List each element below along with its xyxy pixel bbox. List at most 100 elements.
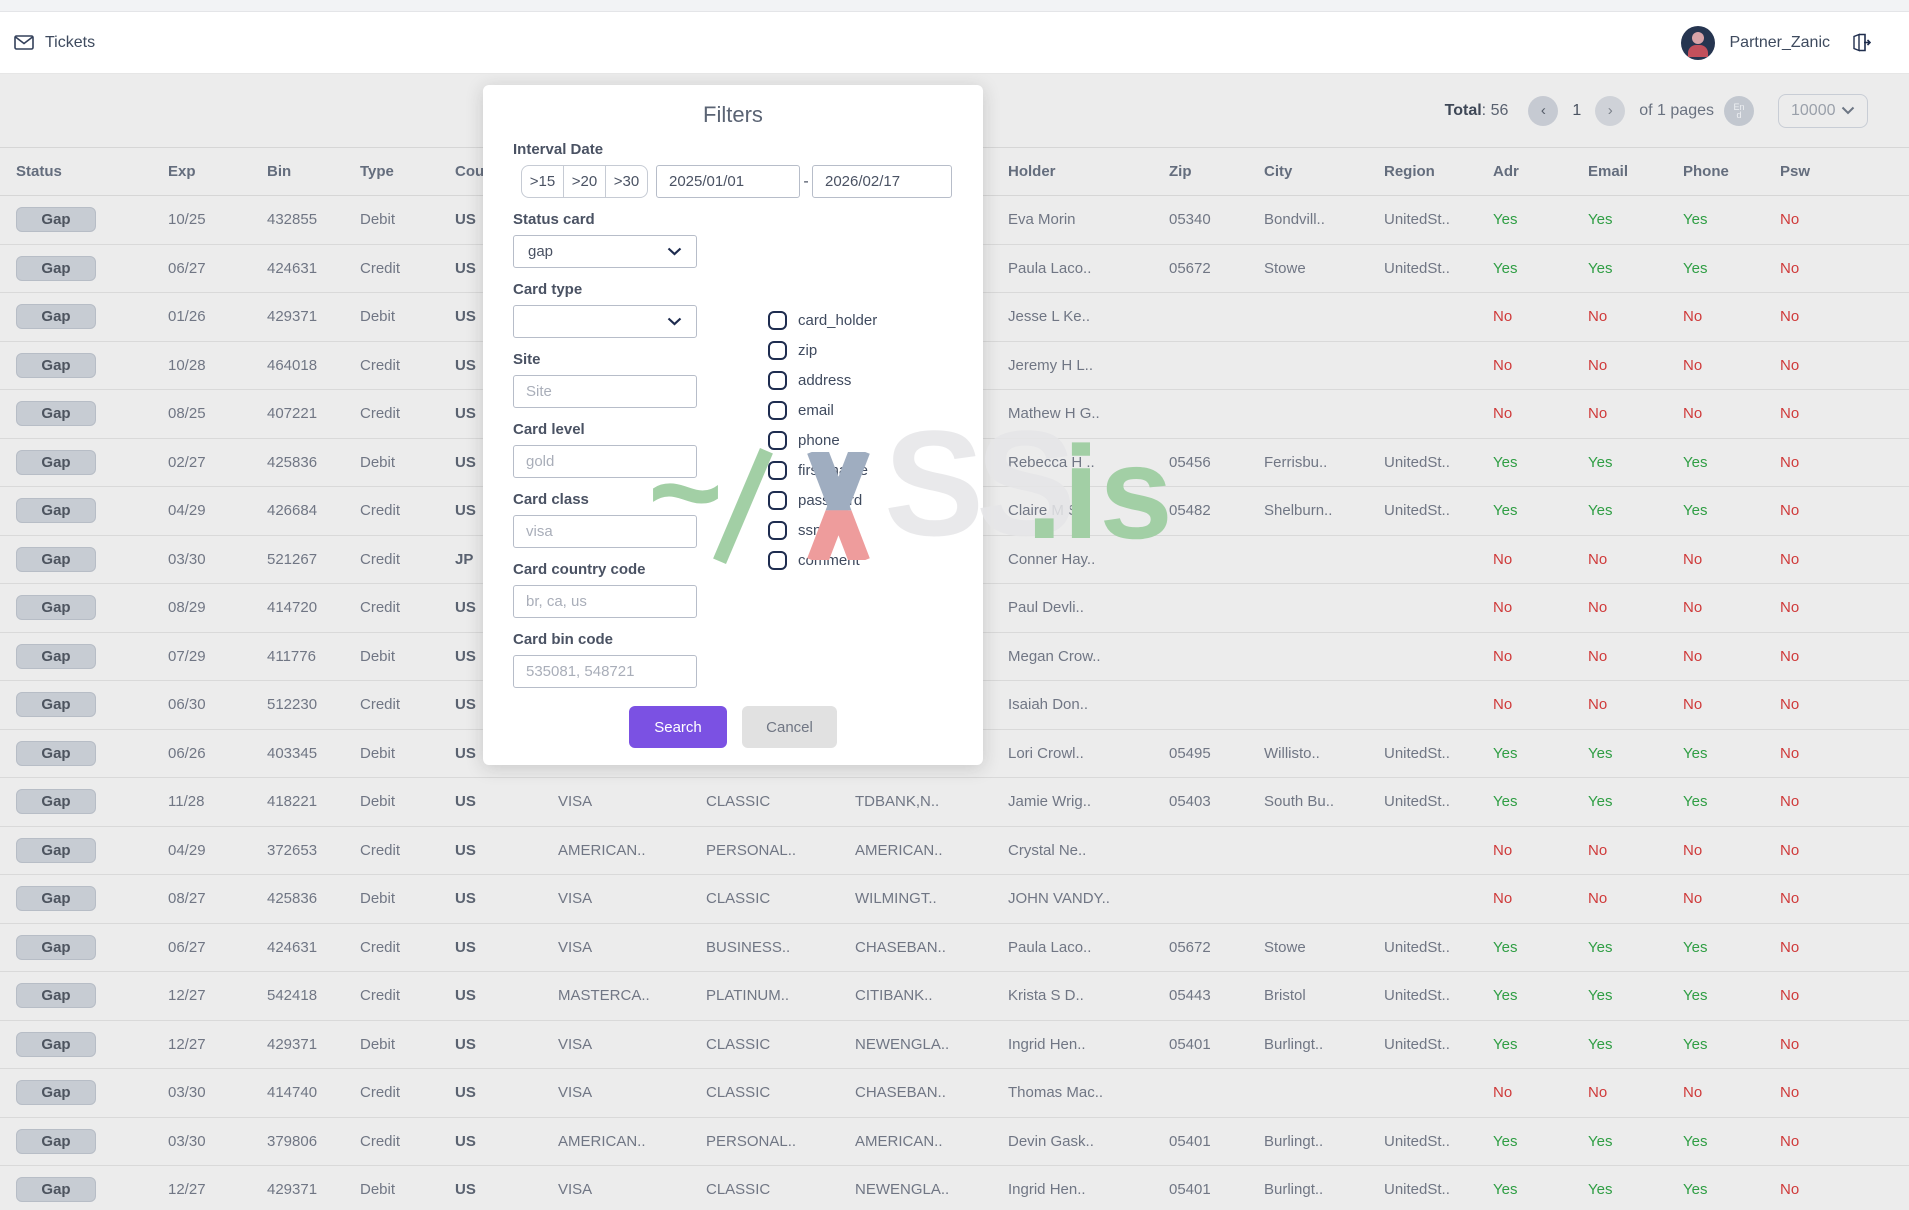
card-bin-code-label: Card bin code [513,631,614,648]
checkbox-first_name[interactable] [768,460,787,480]
cell-level: CLASSIC [706,1084,771,1102]
cell-psw: No [1780,744,1800,762]
filter-checkbox-comment[interactable]: comment [768,545,877,575]
checkbox-address[interactable] [768,370,787,390]
status-card-select[interactable]: gap [513,235,697,268]
cell-status: Gap [0,740,160,766]
card-country-code-input[interactable] [513,585,697,618]
end-badge[interactable]: End [1724,95,1754,126]
cell-bank: AMERICAN.. [855,841,943,859]
checkbox-password[interactable] [768,490,787,510]
cell-status: Gap [0,1128,160,1154]
cell-psw: No [1780,1132,1800,1150]
cell-psw: No [1780,405,1800,423]
cell-email: No [1588,647,1608,665]
cell-status: Gap [0,498,160,524]
date-to-input[interactable] [812,165,952,198]
cell-region: UnitedSt.. [1384,1035,1450,1053]
cell-exp: 06/27 [168,938,206,956]
cell-level: CLASSIC [706,890,771,908]
checkbox-email[interactable] [768,400,787,420]
cell-bin: 407221 [267,405,318,423]
status-badge: Gap [16,1177,96,1203]
page-size-select[interactable]: 10000 [1778,93,1868,128]
avatar[interactable] [1680,25,1715,60]
cell-country: US [455,356,476,374]
filter-checkbox-first_name[interactable]: first_name [768,455,877,485]
cell-adr: No [1493,841,1513,859]
filter-checkbox-phone[interactable]: phone [768,425,877,455]
cell-psw: No [1780,356,1800,374]
status-badge: Gap [16,207,96,233]
cell-country: US [455,1035,476,1053]
interval-quick-gt15[interactable]: >15 [521,165,564,198]
col-header-psw: Psw [1780,163,1811,180]
filter-checkbox-card_holder[interactable]: card_holder [768,305,877,335]
cell-phone: Yes [1683,1035,1708,1053]
next-page-button[interactable]: › [1595,95,1626,126]
cell-city: Ferrisbu.. [1264,453,1328,471]
cancel-button[interactable]: Cancel [742,706,837,748]
filter-checkbox-address[interactable]: address [768,365,877,395]
logout-icon[interactable] [1851,33,1871,52]
filter-checkbox-password[interactable]: password [768,485,877,515]
cell-status: Gap [0,983,160,1009]
cell-holder: Ingrid Hen.. [1008,1181,1086,1199]
interval-quick-gt20[interactable]: >20 [563,165,606,198]
cell-phone: No [1683,647,1703,665]
cell-bin: 414740 [267,1084,318,1102]
checkbox-comment[interactable] [768,550,787,570]
interval-quick-gt30[interactable]: >30 [605,165,648,198]
checkbox-card_holder[interactable] [768,310,787,330]
cell-country: US [455,502,476,520]
cell-holder: Eva Morin [1008,211,1076,229]
cell-exp: 08/27 [168,890,206,908]
date-from-input[interactable] [656,165,800,198]
interval-date-row: >15>20>30 - [521,165,983,198]
cell-email: No [1588,356,1608,374]
cell-brand: VISA [558,938,593,956]
cell-status: Gap [0,837,160,863]
cell-bin: 414720 [267,599,318,617]
nav-tickets[interactable]: Tickets [14,34,95,52]
cell-adr: Yes [1493,1132,1518,1150]
cell-status: Gap [0,1177,160,1203]
cell-zip: 05443 [1169,987,1211,1005]
status-badge: Gap [16,255,96,281]
search-button[interactable]: Search [629,706,727,748]
card-type-select[interactable] [513,305,697,338]
cell-holder: Jesse L Ke.. [1008,308,1090,326]
interval-quick-group: >15 >20 >30 [521,165,648,198]
checkbox-ssn[interactable] [768,520,787,540]
cell-type: Debit [360,1035,396,1053]
cell-email: No [1588,550,1608,568]
filter-checkbox-email[interactable]: email [768,395,877,425]
cell-holder: Paula Laco.. [1008,938,1092,956]
cell-type: Debit [360,308,396,326]
cell-status: Gap [0,595,160,621]
cell-adr: Yes [1493,502,1518,520]
cell-exp: 07/29 [168,647,206,665]
cell-type: Credit [360,405,401,423]
page-size-value: 10000 [1791,101,1836,119]
cell-exp: 12/27 [168,987,206,1005]
cell-email: Yes [1588,793,1613,811]
cell-holder: Crystal Ne.. [1008,841,1087,859]
cell-status: Gap [0,934,160,960]
card-level-input[interactable] [513,445,697,478]
cell-adr: Yes [1493,453,1518,471]
cell-exp: 04/29 [168,841,206,859]
cell-exp: 04/29 [168,502,206,520]
card-bin-code-input[interactable] [513,655,697,688]
filter-checkbox-zip[interactable]: zip [768,335,877,365]
filter-checkbox-ssn[interactable]: ssn [768,515,877,545]
cell-country: US [455,938,476,956]
cell-adr: Yes [1493,793,1518,811]
card-class-input[interactable] [513,515,697,548]
checkbox-zip[interactable] [768,340,787,360]
tickets-label: Tickets [45,33,96,51]
checkbox-phone[interactable] [768,430,787,450]
site-input[interactable] [513,375,697,408]
prev-page-button[interactable]: ‹ [1528,95,1559,126]
cell-status: Gap [0,1080,160,1106]
